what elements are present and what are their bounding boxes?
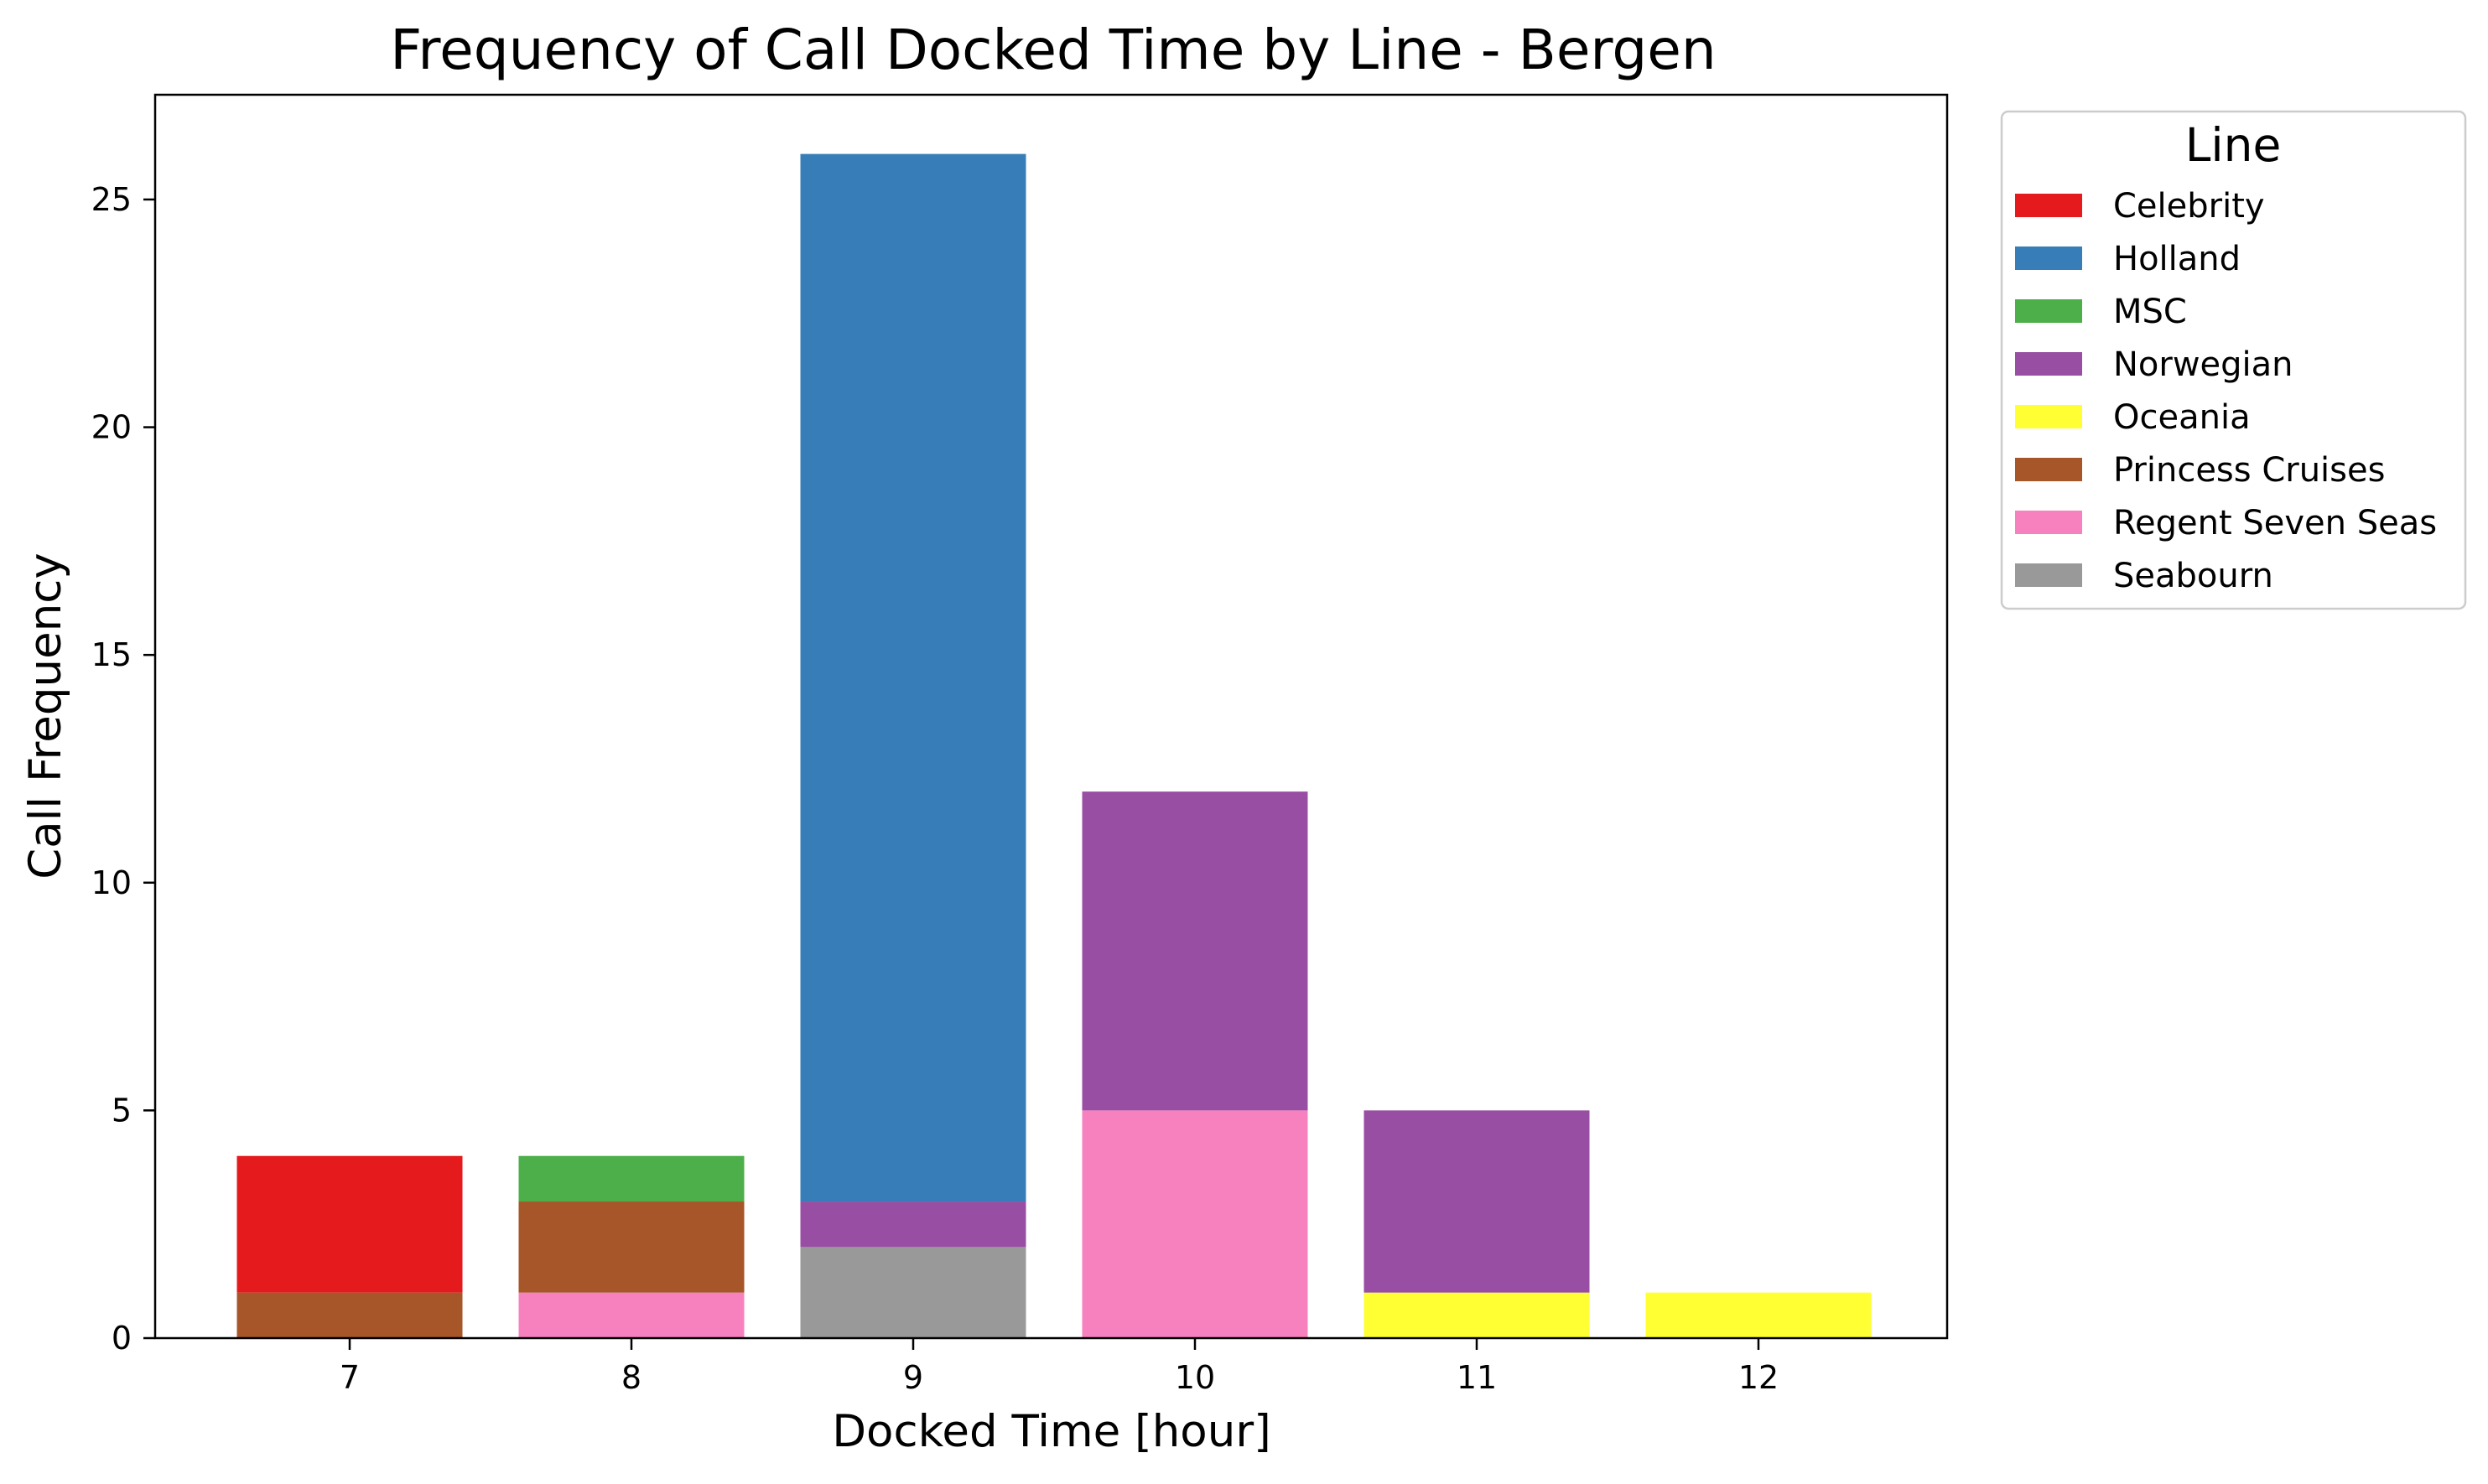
- x-tick-label: 11: [1457, 1359, 1497, 1396]
- legend-swatch-holland: [2015, 246, 2082, 270]
- x-tick-label: 9: [903, 1359, 923, 1396]
- legend-label-regent-seven-seas: Regent Seven Seas: [2113, 504, 2437, 542]
- x-tick-label: 8: [621, 1359, 641, 1396]
- bar-oceania-11: [1363, 1292, 1590, 1338]
- legend-title: Line: [2185, 118, 2282, 172]
- legend-swatch-oceania: [2015, 405, 2082, 428]
- legend-swatch-regent-seven-seas: [2015, 511, 2082, 534]
- y-tick-label: 20: [91, 409, 132, 446]
- bar-norwegian-10: [1082, 791, 1308, 1111]
- y-axis: 0 5 10 15 20 25: [91, 181, 155, 1357]
- x-tick-label: 7: [340, 1359, 360, 1396]
- legend-label-celebrity: Celebrity: [2113, 187, 2265, 226]
- legend-label-holland: Holland: [2113, 240, 2241, 278]
- legend-label-norwegian: Norwegian: [2113, 345, 2293, 384]
- y-tick-label: 25: [91, 181, 132, 218]
- bar-celebrity-7: [236, 1155, 463, 1293]
- y-tick-label: 0: [112, 1320, 132, 1357]
- bar-regent-seven-seas-8: [518, 1292, 745, 1338]
- x-tick-label: 10: [1175, 1359, 1215, 1396]
- y-tick-label: 5: [112, 1092, 132, 1129]
- bar-princess-cruises-8: [518, 1201, 745, 1293]
- chart-title: Frequency of Call Docked Time by Line - …: [390, 18, 1717, 82]
- legend: Line Celebrity Holland MSC Norwegian Oceania…: [2000, 110, 2467, 610]
- legend-swatch-princess-cruises: [2015, 458, 2082, 481]
- bar-regent-seven-seas-10: [1082, 1110, 1308, 1338]
- plot-frame: [153, 93, 1949, 1340]
- bars-group: [236, 153, 1872, 1338]
- legend-swatch-celebrity: [2015, 194, 2082, 217]
- bar-holland-9: [800, 153, 1026, 1202]
- legend-label-oceania: Oceania: [2113, 398, 2251, 437]
- legend-label-msc: MSC: [2113, 293, 2187, 331]
- bar-norwegian-9: [800, 1201, 1026, 1248]
- legend-label-seabourn: Seabourn: [2113, 557, 2273, 595]
- y-axis-label: Call Frequency: [20, 553, 71, 880]
- y-tick-label: 15: [91, 636, 132, 673]
- bar-seabourn-9: [800, 1247, 1026, 1338]
- legend-swatch-seabourn: [2015, 563, 2082, 587]
- x-axis: 7 8 9 10 11 12: [340, 1338, 1779, 1396]
- bar-norwegian-11: [1363, 1110, 1590, 1293]
- y-tick-label: 10: [91, 864, 132, 901]
- legend-label-princess-cruises: Princess Cruises: [2113, 451, 2385, 490]
- bar-oceania-12: [1645, 1292, 1872, 1338]
- legend-swatch-norwegian: [2015, 352, 2082, 376]
- bar-msc-8: [518, 1155, 745, 1202]
- bar-princess-cruises-7: [236, 1292, 463, 1338]
- legend-swatch-msc: [2015, 299, 2082, 323]
- legend-items: Celebrity Holland MSC Norwegian Oceania Princ…: [2015, 187, 2437, 595]
- x-axis-label: Docked Time [hour]: [832, 1406, 1271, 1457]
- legend-frame: [2000, 110, 2467, 610]
- x-tick-label: 12: [1738, 1359, 1779, 1396]
